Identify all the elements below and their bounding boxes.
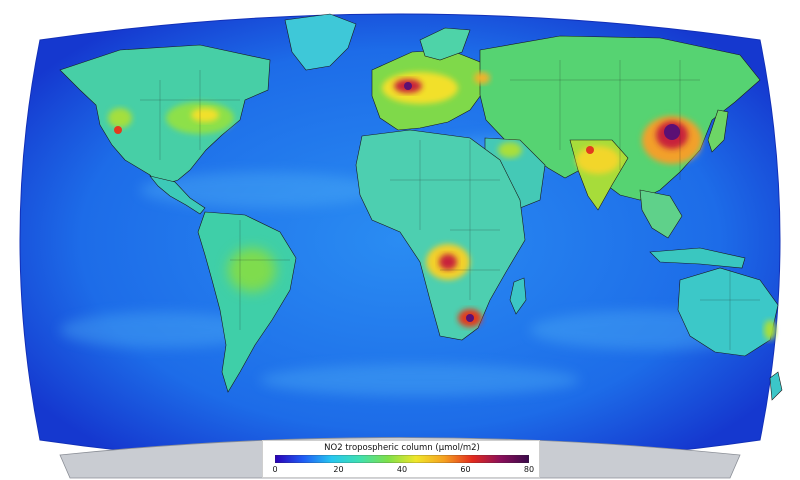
greenland <box>284 13 357 71</box>
legend-tick-3: 60 <box>460 465 471 474</box>
north-america <box>59 44 271 187</box>
legend-tick-4: 80 <box>523 465 535 474</box>
hotspot-western-us <box>108 108 132 128</box>
australia <box>677 267 779 357</box>
hotspot-east-australia <box>764 320 776 340</box>
scandinavia <box>419 27 471 61</box>
legend-title: NO2 tropospheric column (μmol/m2) <box>324 443 480 453</box>
new-zealand <box>769 371 783 401</box>
central-america <box>149 175 206 215</box>
legend-tick-1: 20 <box>333 465 344 474</box>
hotspot-middle-east <box>498 142 522 158</box>
colorbar-legend: NO2 tropospheric column (μmol/m2) 0 20 40 6… <box>262 440 540 478</box>
japan <box>707 109 729 153</box>
hotspot-south-america <box>228 248 276 292</box>
hotspot-eastern-us-core <box>191 108 219 122</box>
madagascar <box>509 277 527 315</box>
legend-tick-2: 40 <box>396 465 408 474</box>
southeast-asia <box>639 189 683 239</box>
hotspot-moscow <box>474 72 490 84</box>
indonesia <box>649 247 746 269</box>
hotspot-india <box>576 146 620 174</box>
south-america <box>197 211 297 393</box>
hotspot-central-africa-core <box>439 254 457 270</box>
africa <box>355 129 526 341</box>
legend-tick-0: 0 <box>272 465 278 474</box>
country-borders <box>140 60 760 350</box>
legend-color-bar <box>275 455 529 463</box>
